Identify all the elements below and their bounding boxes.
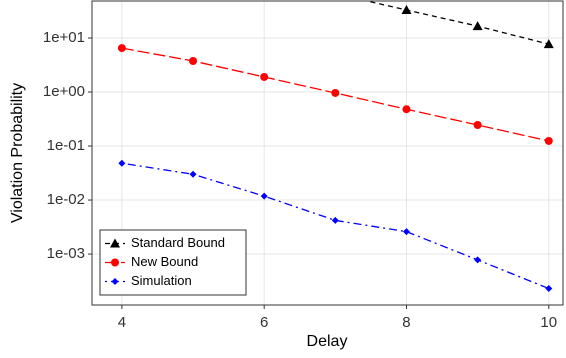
legend-marker bbox=[110, 238, 120, 248]
x-tick-label: 10 bbox=[540, 314, 557, 331]
marker bbox=[402, 105, 411, 114]
x-tick-label: 8 bbox=[402, 314, 410, 331]
marker bbox=[260, 192, 268, 200]
marker bbox=[401, 4, 412, 14]
y-tick-label: 1e+00 bbox=[43, 83, 85, 100]
x-axis-title: Delay bbox=[307, 333, 348, 350]
marker bbox=[543, 39, 554, 49]
y-tick-label: 1e-03 bbox=[47, 245, 85, 262]
marker bbox=[260, 72, 269, 81]
plot-area bbox=[117, 1, 554, 293]
panel-border bbox=[91, 0, 564, 306]
marker bbox=[117, 44, 126, 53]
y-axis-title: Violation Probability bbox=[9, 83, 26, 223]
grid bbox=[92, 1, 563, 305]
x-tick-label: 4 bbox=[118, 314, 126, 331]
marker bbox=[473, 121, 482, 130]
legend-marker bbox=[111, 258, 119, 267]
y-tick-label: 1e+01 bbox=[43, 29, 85, 46]
legend-label: New Bound bbox=[131, 254, 198, 269]
marker bbox=[118, 159, 126, 167]
legend-label: Simulation bbox=[131, 273, 192, 288]
marker bbox=[189, 57, 198, 66]
legend-label: Standard Bound bbox=[131, 235, 225, 250]
legend-marker bbox=[111, 278, 119, 285]
y-tick-label: 1e-02 bbox=[47, 191, 85, 208]
marker bbox=[189, 170, 197, 178]
y-tick-label: 1e-01 bbox=[47, 137, 85, 154]
marker bbox=[545, 285, 553, 293]
marker bbox=[331, 88, 340, 97]
marker bbox=[331, 216, 339, 224]
marker bbox=[474, 256, 482, 264]
marker bbox=[402, 228, 410, 236]
x-tick-label: 6 bbox=[260, 314, 268, 331]
legend: Standard Bound New Bound Simulation bbox=[99, 229, 247, 296]
marker bbox=[544, 136, 553, 145]
series-line bbox=[364, 1, 549, 45]
marker bbox=[472, 21, 483, 31]
